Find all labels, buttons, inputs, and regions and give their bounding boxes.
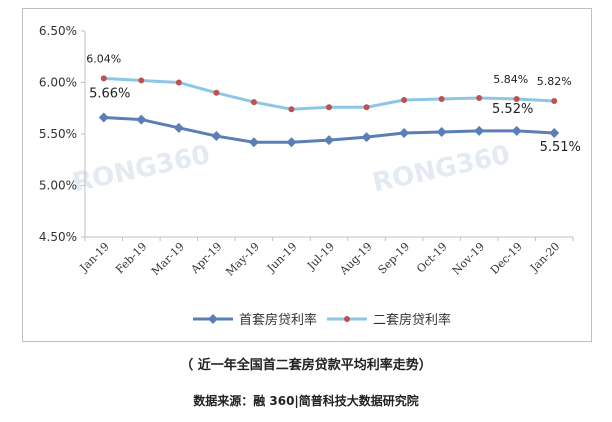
x-tick-label: Oct-19 <box>414 240 450 276</box>
data-label: 5.51% <box>540 140 581 155</box>
legend-label: 二套房贷利率 <box>373 312 451 328</box>
watermark: RONG360 <box>70 140 213 198</box>
data-label: 5.82% <box>537 75 572 88</box>
chart-frame: RONG360 RONG360 6.50% 6.00% 5.50% 5.00% 4.50% J… <box>22 8 592 342</box>
x-tick-label: May-19 <box>223 240 262 279</box>
data-label: 5.66% <box>89 87 130 102</box>
y-tick-label: 4.50% <box>39 230 77 244</box>
x-tick-label: Feb-19 <box>113 240 149 276</box>
series-1-point <box>324 135 334 146</box>
series-2-point <box>363 104 370 111</box>
line-chart: RONG360 RONG3606.50%6.00%5.50%5.00%4.50%J… <box>39 24 581 328</box>
legend-marker <box>344 316 350 322</box>
x-tick-label: Jan-19 <box>77 240 112 275</box>
series-2-point <box>476 94 483 101</box>
series-1-point <box>248 137 259 148</box>
series-2-point <box>513 95 520 102</box>
series-2-point <box>250 99 257 106</box>
series-2-point <box>138 77 145 84</box>
y-tick-label: 6.50% <box>39 24 77 38</box>
legend-label: 首套房贷利率 <box>239 312 317 328</box>
series-2-point <box>326 104 332 111</box>
x-tick-label: Sep-19 <box>376 240 413 277</box>
legend-marker <box>208 314 218 324</box>
series-1-point <box>511 125 522 136</box>
series-1-point <box>286 137 297 148</box>
data-source: 数据来源：融 360|简普科技大数据研究院 <box>193 394 419 408</box>
data-label: 6.04% <box>86 52 121 65</box>
data-label: 5.84% <box>493 73 528 86</box>
series-1-point <box>136 114 147 125</box>
series-1-point <box>173 122 184 133</box>
y-tick-label: 6.00% <box>39 76 77 90</box>
data-label: 5.52% <box>492 102 533 117</box>
chart-caption: （ 近一年全国首二套房贷款平均利率走势） <box>180 358 432 373</box>
series-1-point <box>399 127 410 138</box>
y-tick-label: 5.00% <box>39 179 77 193</box>
x-tick-label: Jul-19 <box>304 240 337 273</box>
x-tick-label: Apr-19 <box>188 240 225 277</box>
series-2-point <box>438 95 445 102</box>
series-2-point <box>100 75 107 82</box>
x-tick-label: Jan-20 <box>527 240 562 275</box>
x-tick-label: Dec-19 <box>488 240 525 277</box>
y-tick-label: 5.50% <box>39 127 77 141</box>
series-2-point <box>551 98 558 105</box>
series-1-point <box>98 112 109 123</box>
series-1-point <box>211 131 222 142</box>
series-1-point <box>361 132 372 143</box>
series-1-point <box>549 127 560 138</box>
series-2-point <box>175 79 182 86</box>
x-tick-label: Aug-19 <box>337 240 375 278</box>
x-tick-label: Nov-19 <box>450 240 488 278</box>
watermark: RONG360 <box>370 140 513 198</box>
x-tick-label: Mar-19 <box>149 240 187 278</box>
series-2-point <box>288 106 295 113</box>
series-1-point <box>474 125 485 136</box>
x-tick-label: Jun-19 <box>264 240 300 276</box>
series-2-point <box>213 89 220 96</box>
series-1-point <box>436 126 447 137</box>
series-2-point <box>401 97 408 104</box>
